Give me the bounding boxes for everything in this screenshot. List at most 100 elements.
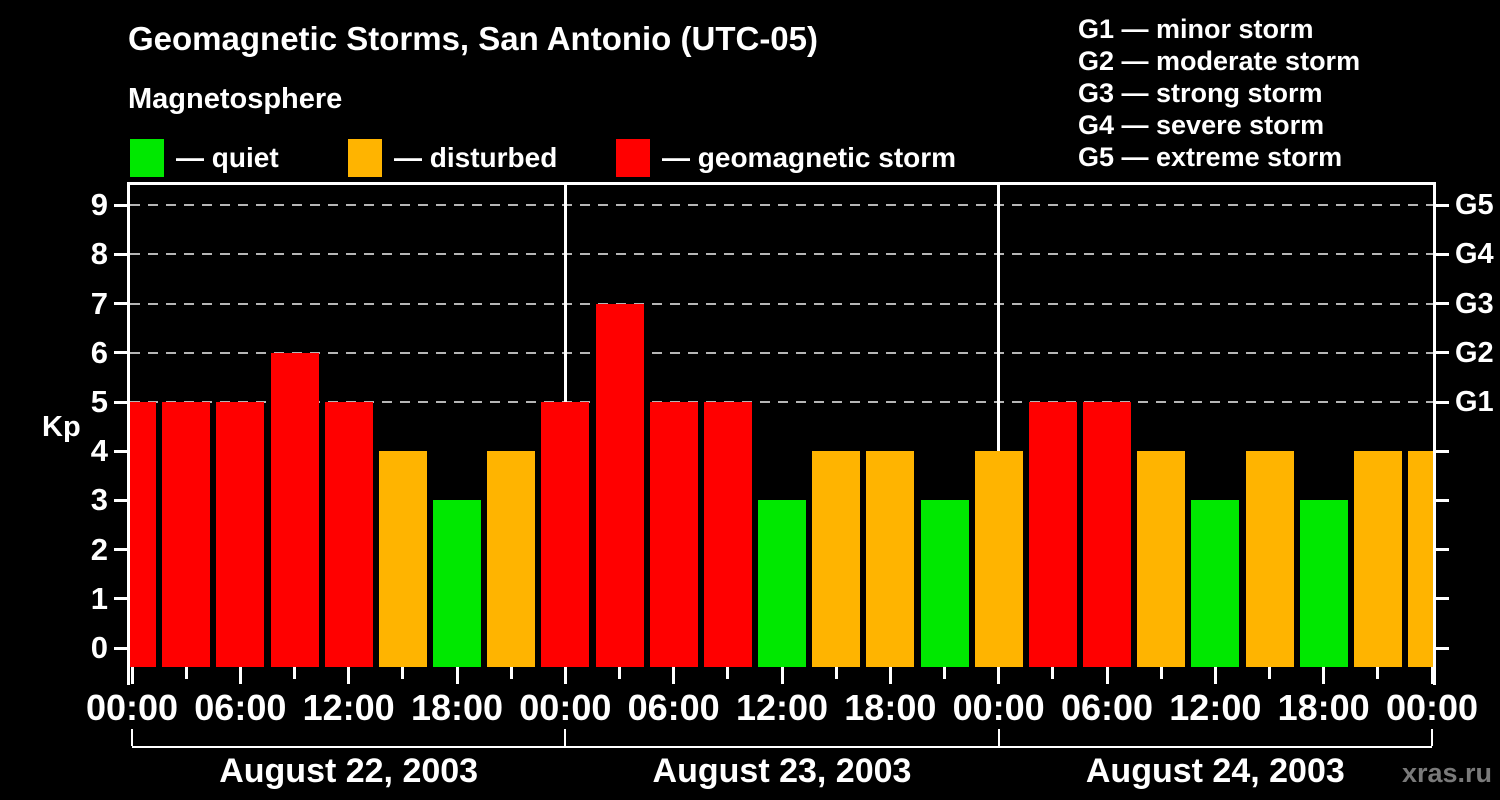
y-tick-label: 1	[90, 580, 108, 616]
date-bracket-tick	[564, 729, 567, 746]
x-tick-label: 06:00	[627, 687, 720, 728]
legend-swatch-storm	[616, 139, 650, 177]
bar-kp-4	[866, 451, 915, 667]
y-tick-label: 6	[90, 334, 108, 370]
legend-label: — disturbed	[394, 142, 558, 173]
legend-swatch-quiet	[130, 139, 164, 177]
right-y-tick	[1436, 646, 1449, 650]
bar-kp-4	[1137, 451, 1186, 667]
legend-item-quiet: — quiet	[130, 139, 279, 177]
x-major-tick	[1105, 667, 1109, 684]
date-bracket	[132, 746, 1432, 748]
right-y-tick	[1436, 498, 1449, 502]
g-level-label: G4	[1455, 238, 1494, 271]
g-level-label: G1	[1455, 386, 1494, 418]
right-y-tick	[1436, 548, 1449, 552]
x-tick-label: 12:00	[1169, 687, 1262, 728]
right-y-tick	[1436, 400, 1449, 404]
gridline	[130, 351, 1433, 354]
date-label: August 23, 2003	[652, 752, 912, 790]
y-tick-label: 7	[90, 285, 108, 321]
x-minor-tick	[618, 667, 621, 679]
y-tick-label: 2	[90, 531, 108, 567]
bar-kp-4	[487, 451, 536, 667]
x-tick-label: 18:00	[1277, 687, 1370, 728]
bar-kp-7	[595, 303, 644, 667]
date-bracket-tick	[997, 729, 1000, 746]
right-axis-line	[1433, 182, 1436, 685]
x-tick-label: 12:00	[302, 687, 395, 728]
y-tick	[114, 449, 127, 453]
gridline	[130, 204, 1433, 207]
y-axis-line	[127, 182, 130, 685]
bar-kp-5	[130, 402, 156, 667]
x-major-tick	[1430, 667, 1434, 684]
y-tick	[114, 548, 127, 552]
bar-kp-3	[758, 500, 806, 667]
bar-kp-4	[378, 451, 427, 667]
x-tick-label: 12:00	[735, 687, 829, 728]
x-tick-label: 18:00	[410, 687, 504, 728]
x-major-tick	[1322, 667, 1326, 684]
date-label: August 24, 2003	[1085, 752, 1345, 790]
y-tick	[114, 203, 127, 207]
g-level-label: G2	[1455, 336, 1494, 369]
right-y-tick	[1436, 302, 1449, 306]
bar-kp-5	[1083, 402, 1131, 667]
y-tick-label: 0	[90, 630, 108, 665]
g-scale-legend-line: G5 — extreme storm	[1078, 142, 1343, 172]
legend-swatch-disturbed	[348, 139, 382, 177]
bar-kp-5	[541, 402, 590, 667]
x-tick-label: 06:00	[194, 687, 287, 728]
bar-kp-3	[920, 500, 969, 667]
gridline	[130, 253, 1433, 256]
x-minor-tick	[1159, 667, 1163, 679]
x-tick-label: 00:00	[952, 687, 1045, 728]
y-tick-label: 4	[90, 433, 108, 469]
bar-kp-4	[1408, 451, 1433, 667]
x-minor-tick	[293, 667, 296, 679]
top-axis-line	[127, 182, 1436, 185]
x-minor-tick	[509, 667, 513, 679]
y-tick	[114, 498, 127, 502]
right-y-tick	[1436, 203, 1449, 207]
bar-kp-4	[974, 451, 1023, 667]
x-major-tick	[888, 667, 892, 684]
bar-kp-4	[1353, 451, 1402, 667]
legend-label: — geomagnetic storm	[662, 142, 957, 173]
legend-item-storm: — geomagnetic storm	[616, 139, 956, 177]
x-major-tick	[455, 667, 459, 684]
bar-kp-3	[1299, 500, 1348, 667]
x-tick-label: 00:00	[85, 687, 179, 728]
bar-kp-5	[1028, 402, 1077, 667]
bar-kp-3	[433, 500, 481, 667]
y-tick-label: 9	[90, 187, 108, 223]
bar-kp-5	[324, 402, 373, 667]
gridline	[130, 401, 1433, 403]
date-label: August 22, 2003	[219, 752, 479, 790]
x-minor-tick	[834, 667, 838, 679]
x-minor-tick	[726, 667, 730, 679]
plot-area	[130, 182, 1433, 667]
x-major-tick	[238, 667, 242, 684]
g-scale-legend-line: G3 — strong storm	[1078, 78, 1323, 108]
g-scale-legend: G1 — minor storm G2 — moderate storm G3 — …	[1078, 13, 1360, 173]
g-scale-legend-line: G2 — moderate storm	[1078, 46, 1361, 76]
g-scale-legend-line: G4 — severe storm	[1078, 110, 1325, 140]
y-tick-label: 5	[90, 384, 108, 419]
bar-kp-4	[812, 451, 861, 667]
y-tick	[114, 400, 127, 404]
y-tick	[114, 646, 127, 650]
y-tick-label: 8	[90, 236, 108, 272]
x-tick-label: 00:00	[1385, 687, 1479, 728]
bar-kp-6	[270, 352, 319, 667]
watermark: xras.ru	[1401, 758, 1492, 788]
y-tick	[114, 302, 127, 306]
date-bracket-tick	[1431, 729, 1433, 746]
x-major-tick	[672, 667, 676, 684]
bar-kp-5	[703, 402, 752, 667]
right-y-tick	[1436, 597, 1449, 601]
right-y-tick	[1436, 252, 1449, 256]
date-bracket-tick	[131, 729, 133, 746]
